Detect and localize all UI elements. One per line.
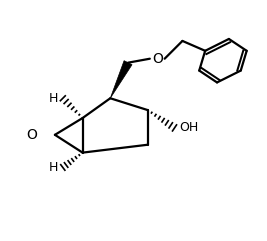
Text: O: O [152, 52, 163, 66]
Text: OH: OH [179, 121, 199, 134]
Text: H: H [48, 161, 58, 174]
Text: O: O [26, 128, 37, 142]
Text: H: H [48, 92, 58, 105]
Polygon shape [110, 61, 132, 98]
